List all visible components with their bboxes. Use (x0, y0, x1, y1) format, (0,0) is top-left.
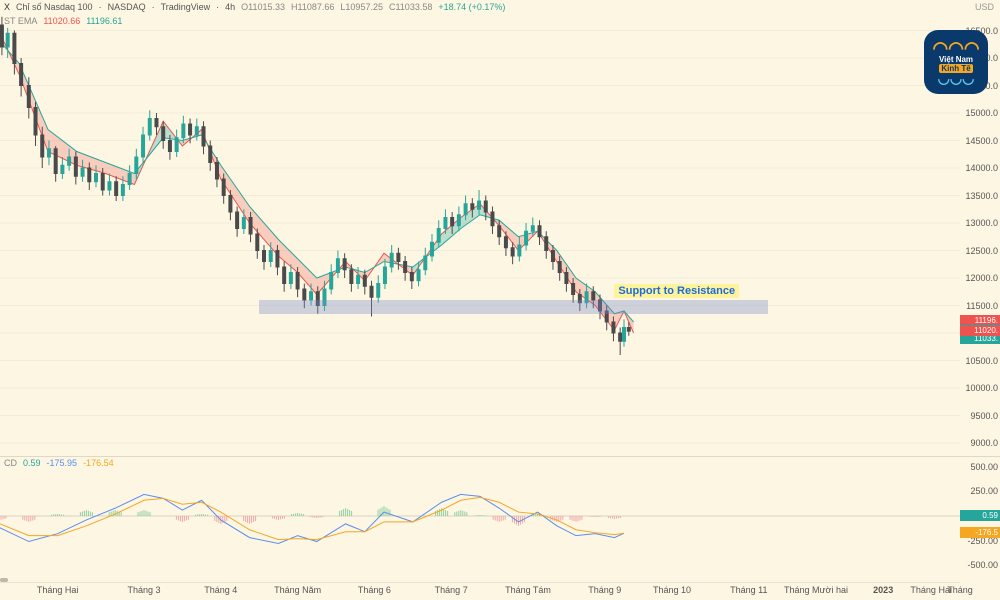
ticker-desc: Chỉ số Nasdaq 100 (16, 2, 93, 12)
scroll-thumb[interactable] (0, 578, 8, 582)
logo-arc2-icon: ◡◡◡ (938, 73, 975, 83)
currency: USD (975, 2, 994, 12)
chart-header: X Chỉ số Nasdaq 100 · NASDAQ · TradingVi… (0, 0, 1000, 14)
time-axis[interactable]: Tháng HaiTháng 3Tháng 4Tháng NămTháng 6T… (0, 582, 960, 600)
logo-arc-icon: ◠◠◠ (932, 41, 979, 55)
support-zone[interactable] (259, 300, 768, 314)
change: +18.74 (+0.17%) (438, 2, 505, 12)
provider: TradingView (161, 2, 211, 12)
watermark-logo: ◠◠◠ Việt Nam Kinh Tế ◡◡◡ (924, 30, 988, 94)
ticker: X (4, 2, 10, 12)
timeframe: 4h (225, 2, 235, 12)
price-chart[interactable] (0, 14, 960, 454)
exchange: NASDAQ (108, 2, 146, 12)
panel-divider[interactable] (0, 456, 1000, 457)
macd-chart[interactable] (0, 462, 960, 570)
support-zone-label: Support to Resistance (614, 284, 739, 298)
